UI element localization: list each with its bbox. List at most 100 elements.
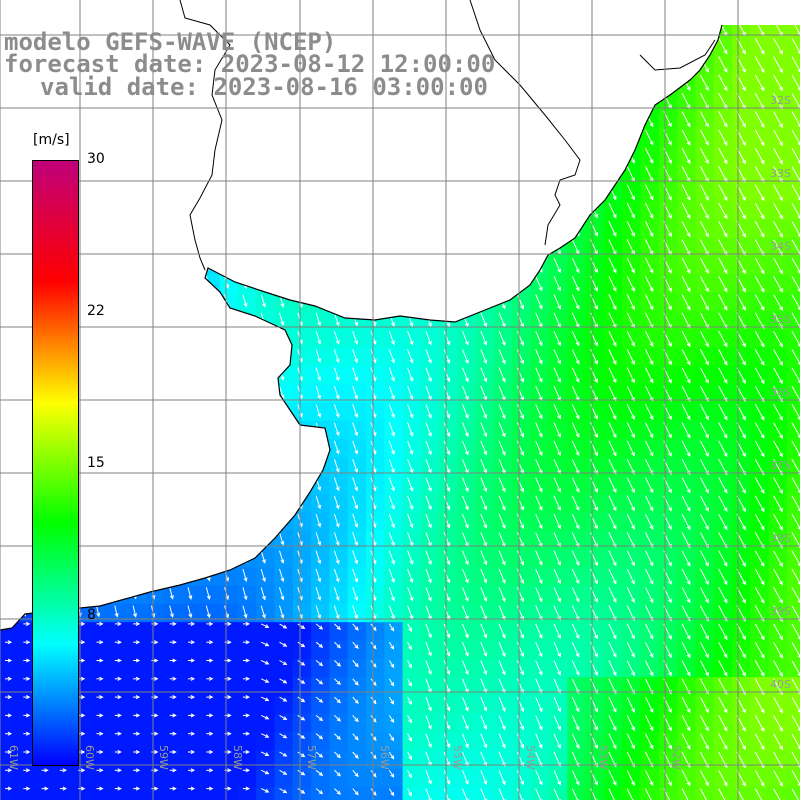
wind-cell: [659, 293, 678, 312]
wind-cell: [348, 348, 367, 367]
wind-cell: [439, 695, 458, 714]
wind-cell: [329, 348, 348, 367]
wind-cell: [750, 787, 769, 800]
wind-cell: [311, 622, 330, 641]
wind-cell: [641, 201, 660, 220]
wind-cell: [604, 769, 623, 788]
wind-cell: [512, 641, 531, 660]
wind-cell: [366, 604, 385, 623]
wind-cell: [622, 494, 641, 513]
wind-cell: [512, 695, 531, 714]
wind-cell: [494, 439, 513, 458]
wind-cell: [494, 750, 513, 769]
wind-cell: [329, 677, 348, 696]
wind-cell: [238, 586, 257, 605]
wind-cell: [494, 567, 513, 586]
wind-cell: [439, 769, 458, 788]
wind-cell: [586, 403, 605, 422]
wind-cell: [275, 714, 294, 733]
wind-cell: [275, 549, 294, 568]
wind-cell: [549, 494, 568, 513]
wind-cell: [567, 329, 586, 348]
wind-cell: [476, 348, 495, 367]
wind-cell: [549, 714, 568, 733]
wind-cell: [531, 769, 550, 788]
wind-cell: [659, 769, 678, 788]
wind-cell: [787, 146, 800, 165]
wind-cell: [293, 769, 312, 788]
wind-cell: [512, 604, 531, 623]
wind-cell: [421, 531, 440, 550]
wind-cell: [476, 787, 495, 800]
wind-cell: [348, 549, 367, 568]
wind-cell: [458, 604, 477, 623]
wind-cell: [549, 275, 568, 294]
wind-cell: [348, 329, 367, 348]
wind-cell: [439, 567, 458, 586]
wind-cell: [622, 366, 641, 385]
wind-cell: [604, 476, 623, 495]
wind-cell: [622, 622, 641, 641]
wind-cell: [512, 439, 531, 458]
wind-cell: [293, 604, 312, 623]
wind-cell: [787, 494, 800, 513]
wind-cell: [604, 549, 623, 568]
wind-cell: [348, 494, 367, 513]
wind-cell: [659, 183, 678, 202]
wind-cell: [567, 586, 586, 605]
wind-cell: [348, 403, 367, 422]
wind-cell: [622, 677, 641, 696]
wind-cell: [549, 366, 568, 385]
wind-cell: [293, 787, 312, 800]
wind-cell: [439, 677, 458, 696]
wind-cell: [421, 732, 440, 751]
wind-cell: [512, 476, 531, 495]
wind-cell: [293, 366, 312, 385]
wind-cell: [787, 714, 800, 733]
wind-cell: [659, 146, 678, 165]
wind-cell: [311, 567, 330, 586]
wind-cell: [604, 201, 623, 220]
wind-cell: [604, 659, 623, 678]
wind-cell: [329, 421, 348, 440]
wind-cell: [604, 494, 623, 513]
wind-cell: [183, 604, 202, 623]
wind-cell: [366, 549, 385, 568]
wind-cell: [641, 458, 660, 477]
wind-cell: [604, 293, 623, 312]
wind-cell: [348, 366, 367, 385]
wind-cell: [293, 695, 312, 714]
wind-cell: [439, 439, 458, 458]
wind-cell: [622, 732, 641, 751]
wind-cell: [659, 476, 678, 495]
wind-cell: [311, 586, 330, 605]
wind-cell: [787, 37, 800, 56]
wind-cell: [787, 256, 800, 275]
wind-cell: [787, 787, 800, 800]
wind-cell: [311, 403, 330, 422]
wind-cell: [403, 421, 422, 440]
wind-cell: [275, 641, 294, 660]
wind-cell: [787, 549, 800, 568]
wind-cell: [275, 622, 294, 641]
wind-cell: [403, 512, 422, 531]
wind-cell: [567, 659, 586, 678]
wind-cell: [458, 348, 477, 367]
wind-cell: [238, 567, 257, 586]
wind-cell: [641, 256, 660, 275]
wind-cell: [293, 659, 312, 678]
wind-cell: [384, 604, 403, 623]
wind-cell: [494, 732, 513, 751]
wind-cell: [329, 512, 348, 531]
wind-cell: [659, 677, 678, 696]
wind-cell: [604, 421, 623, 440]
wind-cell: [641, 732, 660, 751]
wind-cell: [494, 604, 513, 623]
wind-cell: [604, 512, 623, 531]
wind-cell: [641, 604, 660, 623]
wind-cell: [641, 275, 660, 294]
wind-cell: [220, 604, 239, 623]
wind-cell: [641, 439, 660, 458]
wind-cell: [586, 586, 605, 605]
